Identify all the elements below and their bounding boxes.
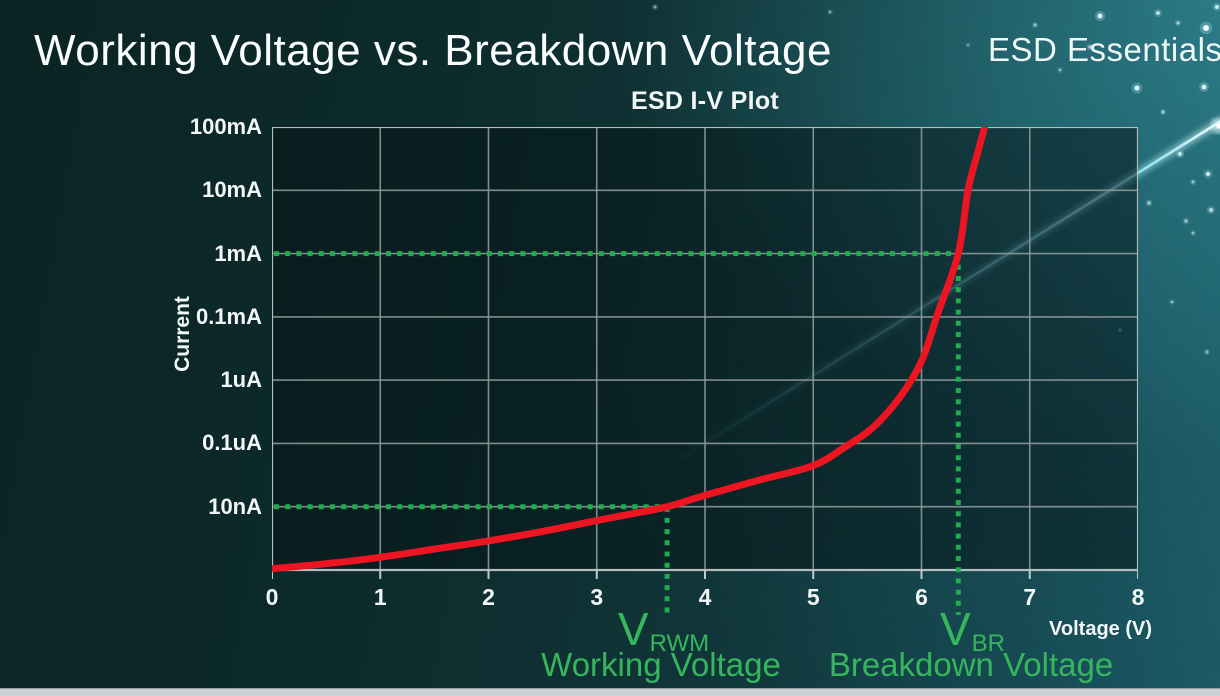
x-tick-label-7: 7 xyxy=(1023,584,1037,610)
page-title: Working Voltage vs. Breakdown Voltage xyxy=(34,26,832,75)
y-tick-label-1mA: 1mA xyxy=(214,240,262,266)
chart-title: ESD I-V Plot xyxy=(630,87,780,115)
x-tick-label-1: 1 xyxy=(373,584,387,610)
x-tick-label-3: 3 xyxy=(590,584,604,610)
x-tick-label-6: 6 xyxy=(915,584,928,610)
breakdown-voltage-caption: Breakdown Voltage xyxy=(828,646,1114,683)
y-tick-label-0.1uA: 0.1uA xyxy=(202,430,262,456)
y-tick-label-0.1mA: 0.1mA xyxy=(195,303,262,329)
brand-watermark: ESD Essentials xyxy=(988,31,1220,68)
y-tick-label-10nA: 10nA xyxy=(208,493,262,519)
esd-iv-plot-area xyxy=(272,127,1138,615)
vbr-symbol-letter: V xyxy=(939,603,971,655)
y-tick-label-100mA: 100mA xyxy=(189,114,262,139)
x-tick-label-4: 4 xyxy=(698,584,712,610)
y-tick-label-1uA: 1uA xyxy=(220,367,262,393)
x-tick-label-8: 8 xyxy=(1131,584,1145,610)
y-tick-label-10mA: 10mA xyxy=(202,177,262,203)
vrwm-annotation: VRWM xyxy=(563,606,763,661)
working-voltage-caption: Working Voltage xyxy=(541,646,781,683)
x-axis-label: Voltage (V) xyxy=(1049,618,1152,640)
x-tick-label-0: 0 xyxy=(265,584,279,610)
x-tick-label-2: 2 xyxy=(482,584,495,610)
vbr-subscript: BR xyxy=(971,630,1006,657)
x-tick-label-5: 5 xyxy=(806,584,820,610)
vrwm-subscript: RWM xyxy=(649,630,710,657)
vbr-annotation: VBR xyxy=(872,606,1072,661)
video-frame-bottom-strip xyxy=(0,688,1220,696)
vrwm-symbol-letter: V xyxy=(617,603,649,655)
